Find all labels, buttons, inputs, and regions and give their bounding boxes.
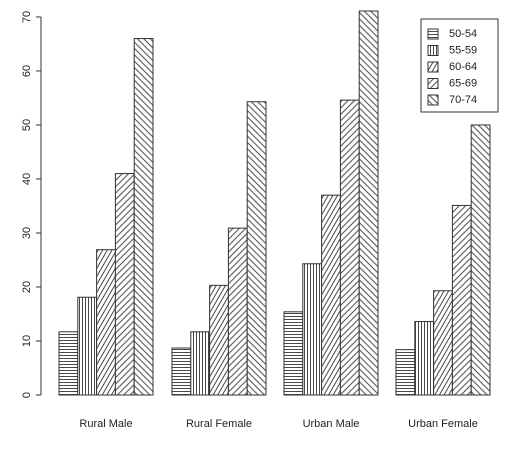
bar [171,347,192,396]
legend-swatch [427,28,439,40]
legend-label: 55-59 [449,45,477,57]
bar [246,101,267,396]
category-label: Rural Female [186,418,252,430]
bars [58,10,491,396]
category-labels: Rural Male Rural Female Urban Male Urban Fe… [79,418,477,430]
bar [58,331,79,396]
bar [96,249,116,396]
bar [227,227,248,396]
y-axis: 0 10 20 30 40 50 60 70 [21,11,42,398]
bar [470,124,491,396]
y-tick-label: 40 [21,173,33,185]
y-tick-label: 20 [21,281,33,293]
legend-swatch [427,78,439,89]
bar [358,10,379,396]
legend-swatch [427,94,439,106]
legend-swatch [427,61,439,73]
bar [283,311,304,396]
bar [302,263,323,396]
category-label: Urban Male [303,418,360,430]
bar [414,321,435,396]
bar [133,38,154,396]
y-tick-label: 60 [21,65,33,77]
bar [114,173,135,396]
category-label: Rural Male [79,418,132,430]
y-tick-label: 50 [21,119,33,131]
bar [321,194,341,396]
y-tick-label: 30 [21,227,33,239]
bar [190,331,211,396]
legend-label: 70-74 [449,94,477,106]
bar [339,99,360,396]
legend-swatch [427,45,439,56]
legend: 50-54 55-59 60-64 65-69 70-74 [420,18,499,113]
bar [395,349,416,396]
category-label: Urban Female [408,418,478,430]
y-tick-label: 70 [21,11,33,23]
y-tick-label: 10 [21,335,33,347]
legend-label: 65-69 [449,78,477,90]
bar [77,296,98,396]
y-tick-label: 0 [21,392,33,398]
legend-label: 50-54 [449,28,477,40]
bar [433,290,453,396]
bar [209,284,229,396]
bar [451,204,472,396]
legend-label: 60-64 [449,61,477,73]
